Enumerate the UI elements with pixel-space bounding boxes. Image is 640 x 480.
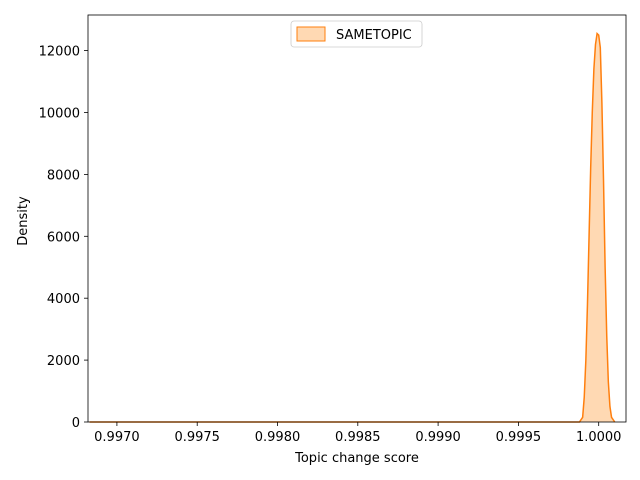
- x-axis: 0.9970 0.9975 0.9980 0.9985 0.9990 0.9995 1.00…: [94, 422, 621, 445]
- y-tick-label: 8000: [47, 168, 80, 183]
- y-axis-label: Density: [16, 196, 31, 246]
- x-tick-label: 0.9990: [415, 430, 461, 445]
- y-tick-label: 0: [72, 416, 80, 431]
- x-tick-label: 0.9970: [94, 430, 140, 445]
- legend-swatch: [296, 26, 326, 42]
- y-tick-label: 6000: [47, 230, 80, 245]
- x-tick-label: 0.9975: [174, 430, 220, 445]
- y-tick-label: 4000: [47, 292, 80, 307]
- legend-label: SAMETOPIC: [336, 28, 412, 43]
- x-tick-label: 0.9980: [255, 430, 301, 445]
- x-tick-label: 1.0000: [576, 430, 622, 445]
- y-tick-label: 12000: [39, 45, 80, 60]
- y-tick-label: 2000: [47, 354, 80, 369]
- x-tick-label: 0.9995: [496, 430, 542, 445]
- y-tick-label: 10000: [39, 106, 80, 121]
- axes-frame: [87, 14, 627, 423]
- x-axis-label: Topic change score: [294, 451, 419, 466]
- legend: SAMETOPIC: [290, 20, 423, 48]
- x-tick-label: 0.9985: [335, 430, 381, 445]
- y-axis: 0 2000 4000 6000 8000 10000 12000: [39, 45, 88, 431]
